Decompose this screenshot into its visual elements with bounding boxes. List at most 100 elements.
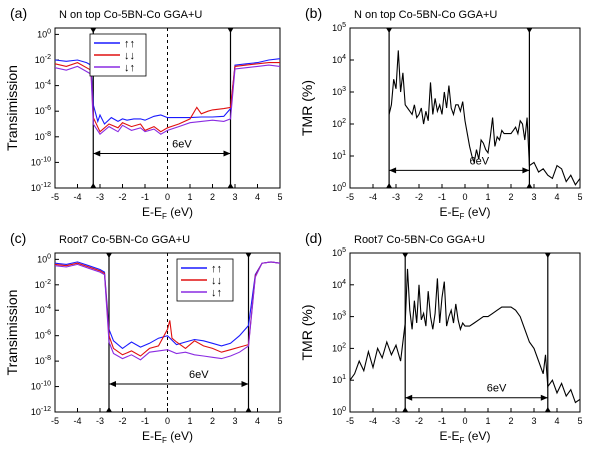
- band-edge-marker-bottom: [526, 183, 533, 188]
- y-tick-label: 10-8: [35, 131, 51, 142]
- x-tick-label: -4: [369, 192, 377, 202]
- plot-frame: [349, 27, 581, 189]
- y-tick-label: 103: [332, 86, 346, 97]
- band-edge-marker-top: [386, 28, 393, 33]
- x-tick-label: -3: [96, 192, 104, 202]
- band-edge-marker-top: [245, 253, 252, 258]
- gap-arrow-head-left: [109, 381, 116, 388]
- x-tick-label: 3: [531, 416, 536, 426]
- x-tick-label: -5: [346, 416, 354, 426]
- plot-area: [55, 253, 280, 412]
- series-line-3: [55, 64, 280, 136]
- x-tick-label: -2: [415, 416, 423, 426]
- x-tick-label: -3: [392, 192, 400, 202]
- y-tick-label: 10-12: [31, 182, 51, 193]
- x-tick-label: -1: [438, 192, 446, 202]
- x-tick-label: -2: [415, 192, 423, 202]
- series-line-1: [55, 261, 280, 350]
- y-tick-label: 10-6: [35, 330, 51, 341]
- x-tick-label: 2: [508, 192, 513, 202]
- plot-area: [350, 253, 580, 412]
- y-tick-label: 100: [332, 182, 346, 193]
- y-tick-label: 10-6: [35, 105, 51, 116]
- y-axis-label: Transimission: [4, 290, 20, 376]
- panel-c: (c) Root7 Co-5BN-Co GGA+U -5 -4 -3 -2 -1 0 1 2 3 4 5…: [4, 230, 283, 445]
- x-tick-label: 1: [187, 416, 192, 426]
- y-tick-label: 10-10: [31, 156, 51, 167]
- legend-label: ↑↑: [124, 38, 135, 50]
- y-axis-label: Transimission: [4, 65, 20, 151]
- panel-a: (a) N on top Co-5BN-Co GGA+U -5 -4 -3 -2 -1 0 1 2…: [4, 5, 283, 221]
- x-tick-label: 4: [255, 416, 260, 426]
- x-tick-label: 5: [277, 416, 282, 426]
- y-tick-label: 105: [332, 247, 346, 258]
- band-edge-marker-top: [526, 28, 533, 33]
- gap-arrow-head-right: [241, 381, 249, 388]
- gap-arrow-head-right: [540, 394, 548, 401]
- band-edge-marker-bottom: [106, 407, 112, 412]
- x-axis-label: E-EF (eV): [440, 429, 491, 445]
- y-tick-label: 104: [332, 54, 346, 65]
- plot-frame: [349, 252, 581, 413]
- series-line-1: [350, 268, 580, 404]
- x-tick-label: 4: [554, 416, 559, 426]
- y-tick-label: 100: [37, 28, 51, 39]
- band-edge-marker-bottom: [90, 183, 97, 188]
- x-tick-label: 4: [255, 192, 260, 202]
- x-tick-label: -4: [73, 192, 81, 202]
- series-line-1: [388, 50, 580, 186]
- x-tick-label: -4: [369, 416, 377, 426]
- x-tick-label: 0: [462, 416, 467, 426]
- x-tick-label: -1: [438, 416, 446, 426]
- y-tick-label: 100: [332, 406, 346, 417]
- x-tick-label: 2: [508, 416, 513, 426]
- y-tick-label: 10-2: [35, 54, 51, 65]
- gap-label: 6eV: [469, 155, 489, 167]
- x-tick-label: 3: [531, 192, 536, 202]
- panel-label: (c): [10, 230, 26, 246]
- x-tick-label: -3: [392, 416, 400, 426]
- gap-label: 6eV: [487, 383, 507, 395]
- panel-title: Root7 Co-5BN-Co GGA+U: [59, 234, 190, 246]
- legend-label: ↓↓: [211, 275, 222, 287]
- band-edge-marker-bottom: [227, 183, 234, 188]
- panel-label: (a): [10, 5, 27, 21]
- x-tick-label: 5: [277, 192, 282, 202]
- x-tick-label: -5: [51, 192, 59, 202]
- y-tick-label: 10-10: [31, 381, 51, 392]
- x-tick-label: 4: [554, 192, 559, 202]
- x-tick-label: 0: [165, 192, 170, 202]
- y-tick-label: 102: [332, 118, 346, 129]
- gap-arrow-head-right: [223, 150, 231, 157]
- panel-title: Root7 Co-5BN-Co GGA+U: [354, 234, 485, 246]
- plot-area: [388, 28, 580, 188]
- gap-arrow-head-left: [389, 167, 397, 174]
- gap-arrow-head-left: [405, 394, 413, 401]
- y-tick-label: 10-8: [35, 355, 51, 366]
- band-edge-marker-top: [402, 253, 409, 258]
- y-tick-label: 10-12: [31, 406, 51, 417]
- y-tick-label: 104: [332, 279, 346, 290]
- band-edge-marker-bottom: [544, 407, 551, 412]
- x-tick-label: 5: [577, 192, 582, 202]
- y-tick-label: 102: [332, 342, 346, 353]
- x-tick-label: 1: [485, 416, 490, 426]
- x-tick-label: 1: [485, 192, 490, 202]
- y-tick-label: 100: [37, 253, 51, 264]
- y-tick-label: 101: [332, 374, 346, 385]
- y-tick-label: 10-2: [35, 279, 51, 290]
- x-tick-label: -5: [346, 192, 354, 202]
- series-line-2: [55, 261, 280, 357]
- series-line-3: [55, 261, 280, 361]
- x-tick-label: 5: [577, 416, 582, 426]
- legend-label: ↓↑: [211, 287, 222, 299]
- panel-d: (d) Root7 Co-5BN-Co GGA+U -5 -4 -3 -2 -1 0 1 2 3 4 5…: [299, 230, 583, 445]
- x-tick-label: 0: [462, 192, 467, 202]
- x-tick-label: -2: [118, 192, 126, 202]
- band-edge-marker-top: [106, 253, 112, 258]
- x-tick-label: -1: [141, 416, 149, 426]
- band-edge-marker-top: [227, 28, 234, 33]
- panel-b: (b) N on top Co-5BN-Co GGA+U -5 -4 -3 -2 -1 0 1 2…: [299, 5, 583, 221]
- gap-label: 6eV: [189, 369, 209, 381]
